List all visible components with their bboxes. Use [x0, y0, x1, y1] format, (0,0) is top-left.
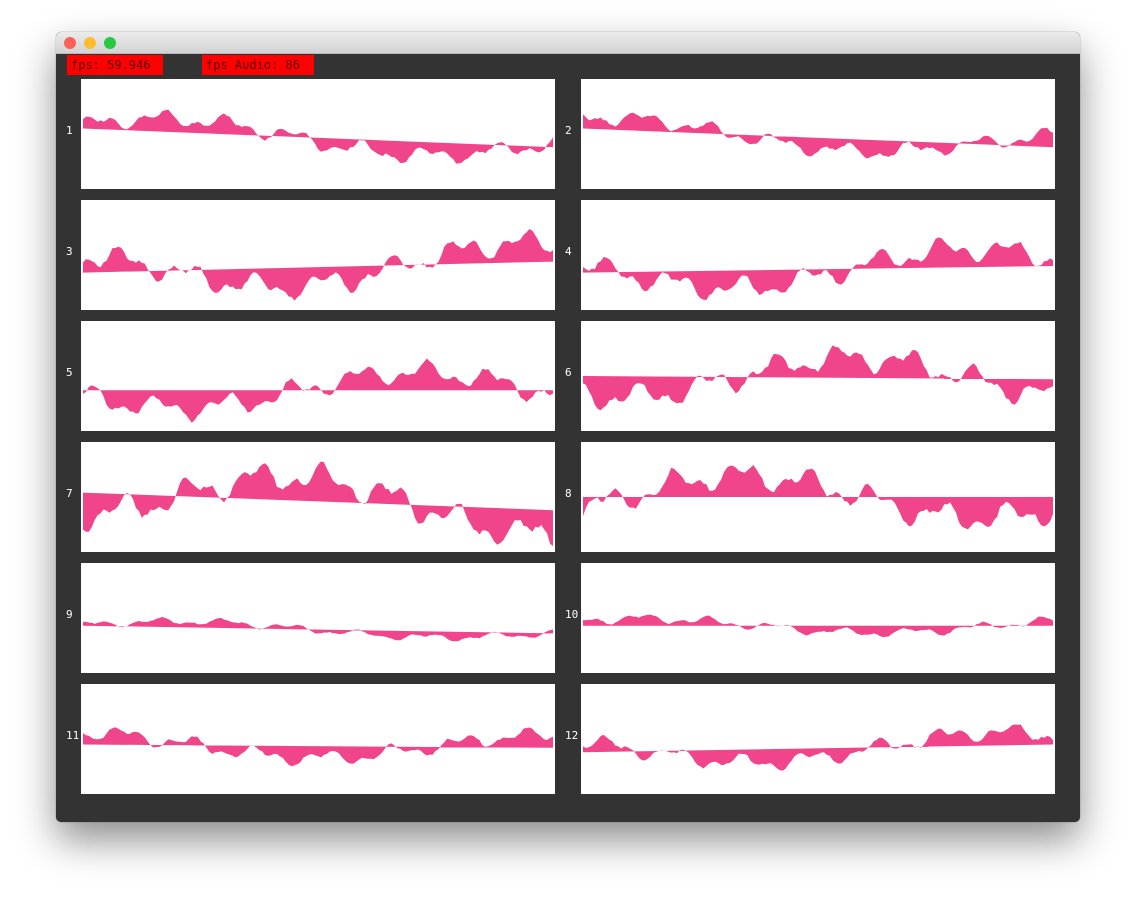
- waveform-shape: [583, 237, 1053, 300]
- waveform-plot: [583, 614, 1053, 638]
- waveform-shape: [583, 112, 1053, 159]
- channel-label: 12: [565, 729, 579, 742]
- waveform-shape: [83, 358, 553, 423]
- channel-label: 3: [66, 245, 73, 258]
- channel-label: 5: [66, 366, 73, 379]
- waveform-panel: [581, 563, 1055, 673]
- waveform-panel: [81, 442, 555, 552]
- app-window: fps: 59.946 fps Audio: 86 1 2 3 4 5 6 7 8 9 10 11 1…: [56, 32, 1080, 822]
- waveform-plot: [83, 358, 553, 423]
- waveform-plot: [583, 237, 1053, 300]
- fps-readout: fps: 59.946: [67, 55, 163, 75]
- waveform-shape: [83, 229, 553, 301]
- waveform-plot: [583, 345, 1053, 411]
- waveform-shape: [583, 465, 1053, 530]
- waveform-plot: [583, 724, 1053, 771]
- waveform-plot: [83, 727, 553, 767]
- channel-label: 1: [66, 124, 73, 137]
- waveform-panel: [581, 321, 1055, 431]
- channel-label: 11: [66, 729, 80, 742]
- waveform-panel: [81, 321, 555, 431]
- waveform-panel: [81, 200, 555, 310]
- minimize-window-button[interactable]: [84, 37, 96, 49]
- channel-label: 8: [565, 487, 572, 500]
- channel-label: 7: [66, 487, 73, 500]
- zoom-window-button[interactable]: [104, 37, 116, 49]
- channel-label: 10: [565, 608, 579, 621]
- fps-audio-readout: fps Audio: 86: [202, 55, 314, 75]
- waveform-plot: [83, 109, 553, 164]
- close-window-button[interactable]: [64, 37, 76, 49]
- waveform-plot: [83, 616, 553, 642]
- waveform-panel: [581, 79, 1055, 189]
- waveform-shape: [583, 614, 1053, 638]
- waveform-shape: [83, 109, 553, 164]
- waveform-panel: [581, 684, 1055, 794]
- waveform-shape: [83, 727, 553, 767]
- waveform-plot: [83, 229, 553, 301]
- waveform-panel: [581, 442, 1055, 552]
- channel-label: 9: [66, 608, 73, 621]
- waveform-panel: [81, 563, 555, 673]
- waveform-panel: [81, 79, 555, 189]
- waveform-plot: [83, 461, 553, 547]
- waveform-shape: [83, 616, 553, 642]
- channel-label: 2: [565, 124, 572, 137]
- waveform-shape: [583, 724, 1053, 771]
- waveform-shape: [83, 461, 553, 547]
- canvas: fps: 59.946 fps Audio: 86 1 2 3 4 5 6 7 8 9 10 11 1…: [56, 54, 1080, 822]
- waveform-panel: [581, 200, 1055, 310]
- channel-label: 4: [565, 245, 572, 258]
- window-titlebar[interactable]: [56, 32, 1080, 54]
- waveform-plot: [583, 112, 1053, 159]
- waveform-shape: [583, 345, 1053, 411]
- channel-label: 6: [565, 366, 572, 379]
- waveform-plot: [583, 465, 1053, 530]
- waveform-panel: [81, 684, 555, 794]
